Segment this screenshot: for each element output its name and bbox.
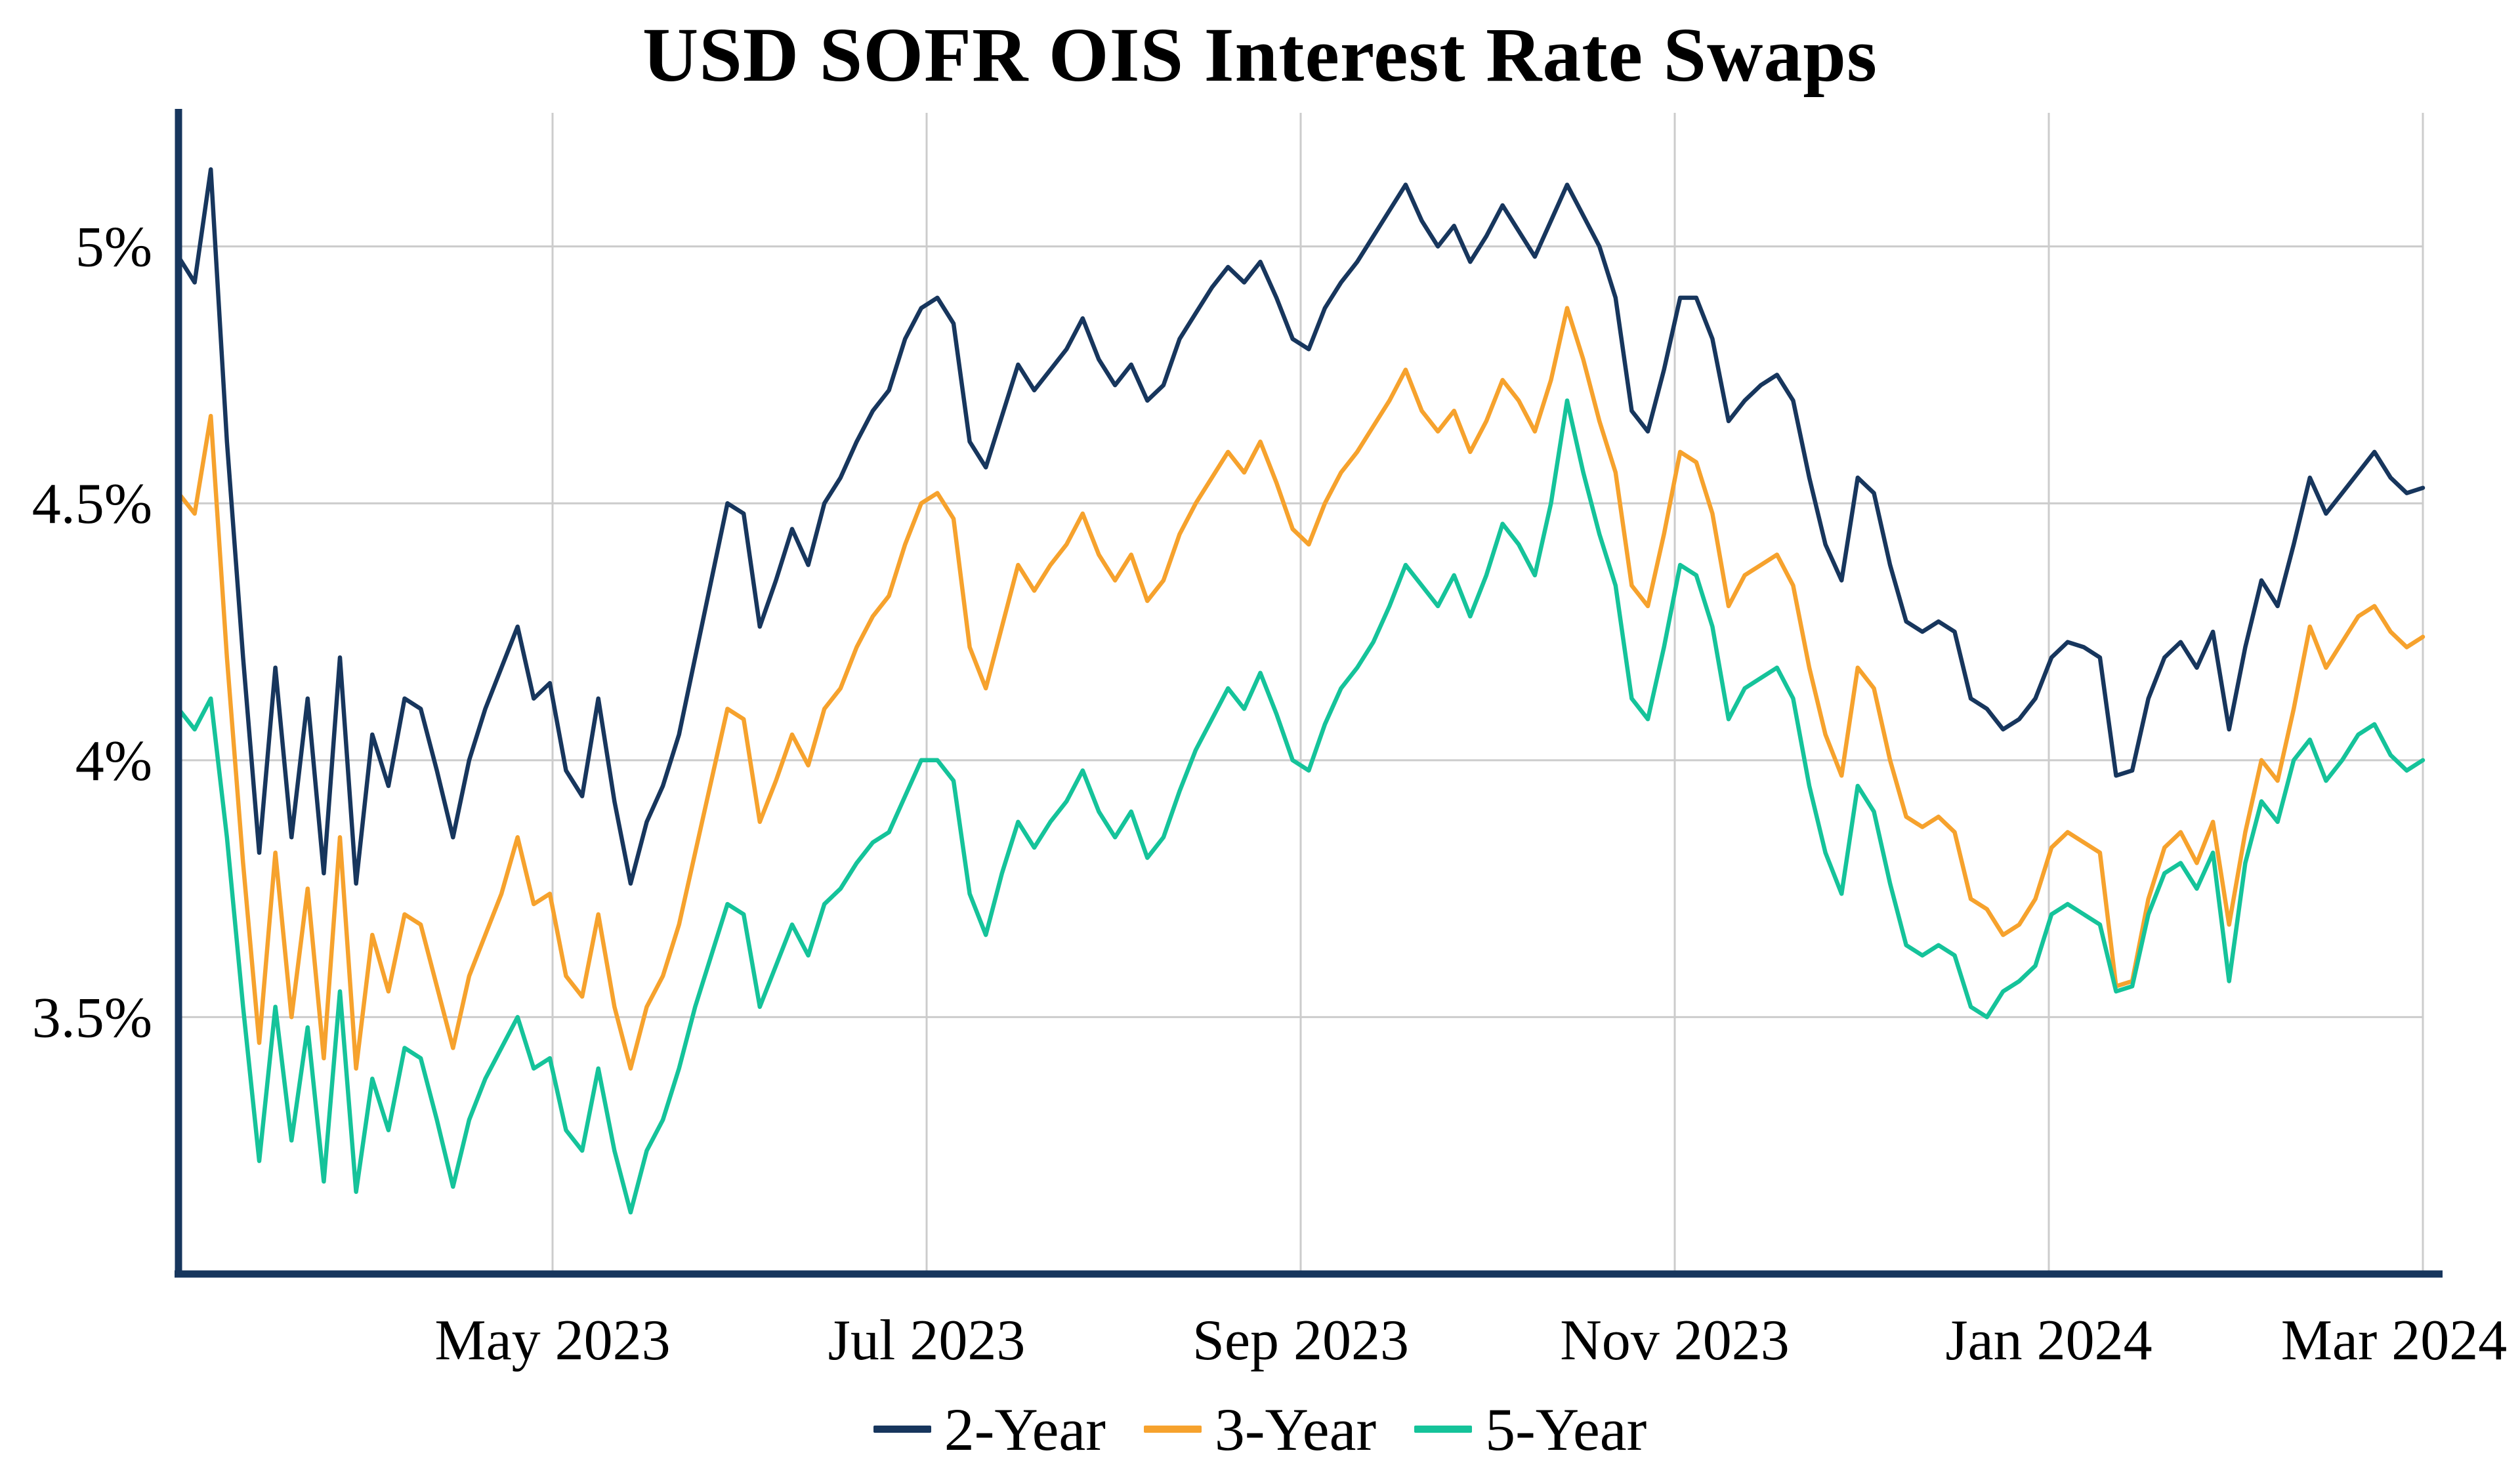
x-axis-tick-label: Jan 2024 — [1945, 1309, 2152, 1372]
series-line-3-year — [176, 306, 2426, 1071]
y-axis-tick-labels: 3.5% 4% 4.5% 5% — [32, 215, 152, 1050]
chart-title: USD SOFR OIS Interest Rate Swaps — [642, 12, 1878, 98]
legend-label: 2-Year — [944, 1395, 1106, 1463]
legend-label: 3-Year — [1214, 1395, 1377, 1463]
series-line-2-year — [176, 167, 2426, 886]
legend-line-swatch — [1143, 1426, 1202, 1433]
axes — [175, 108, 2443, 1278]
x-axis-tick-labels: May 2023 Jul 2023 Sep 2023 Nov 2023 Jan 2024… — [434, 1309, 2507, 1372]
gridlines — [178, 112, 2424, 1274]
legend-item-5-year: 5-Year — [1414, 1395, 1647, 1464]
legend-item-2-year: 2-Year — [873, 1395, 1106, 1464]
x-axis-tick-label: Jul 2023 — [828, 1309, 1026, 1372]
y-axis-tick-label: 4.5% — [32, 472, 152, 536]
legend: 2-Year 3-Year 5-Year — [0, 1395, 2520, 1464]
y-axis-tick-label: 4% — [75, 730, 152, 793]
legend-label: 5-Year — [1485, 1395, 1647, 1463]
line-chart: 3.5% 4% 4.5% 5% May 2023 Jul 2023 Sep 2023 Nov… — [32, 108, 2507, 1372]
legend-line-swatch — [1414, 1426, 1473, 1433]
x-axis-tick-label: May 2023 — [434, 1309, 670, 1372]
legend-item-3-year: 3-Year — [1143, 1395, 1377, 1464]
y-axis-tick-label: 3.5% — [32, 986, 152, 1050]
x-axis-tick-label: Nov 2023 — [1560, 1309, 1790, 1372]
y-axis-tick-label: 5% — [75, 215, 152, 279]
series-lines — [176, 167, 2426, 1214]
legend-line-swatch — [873, 1426, 931, 1433]
x-axis-tick-label: Mar 2024 — [2281, 1309, 2508, 1372]
x-axis-tick-label: Sep 2023 — [1192, 1309, 1409, 1372]
series-line-5-year — [176, 398, 2426, 1214]
